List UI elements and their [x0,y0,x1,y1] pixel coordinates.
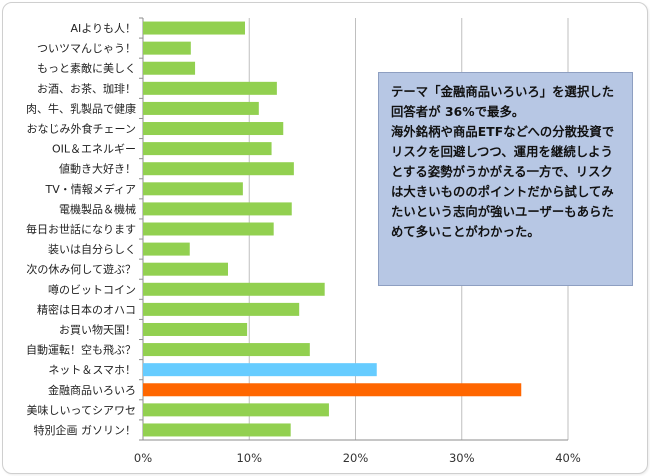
x-tick-label: 40% [555,451,581,465]
x-tick-label: 30% [449,451,475,465]
category-label: 特別企画 ガソリン！ [34,423,137,437]
category-label: ネット＆スマホ！ [48,364,136,377]
bar [143,222,274,236]
annotation-box: テーマ「金融商品いろいろ」を選択した回答者が 36%で最多。 海外銘柄や商品ET… [378,72,633,286]
bar [143,282,325,296]
category-label: 毎日お世話になります [26,222,136,236]
bar [143,363,377,377]
bar [143,81,277,95]
category-label: 値動き大好き！ [59,162,136,176]
category-label: ついツマんじゃう！ [37,42,136,55]
category-label: 自動運転！空も飛ぶ？ [26,343,136,357]
category-label: 肉、牛、乳製品で健康 [26,101,136,115]
x-tick-label: 0% [134,451,152,465]
category-label: 次の休み何して遊ぶ？ [26,262,136,276]
category-label: お買い物天国！ [59,322,136,336]
bar [143,423,291,437]
bar [143,343,310,357]
category-label: AIよりも人！ [70,22,136,35]
bar [143,162,294,176]
x-tick-label: 20% [343,451,369,465]
category-label: 美味しいってシアワセ [27,404,136,417]
x-tick-label: 10% [236,451,262,465]
bar [143,142,272,156]
bar [143,41,191,55]
category-label: おなじみ外食チェーン [27,122,136,136]
bar [143,262,228,276]
bar [143,242,190,256]
category-label: もっと素敵に美しく [37,62,136,75]
category-label: 装いは自分らしく [48,243,136,256]
bar [143,182,243,196]
category-label: OIL＆エネルギー [52,143,136,156]
bar [143,61,196,75]
bar [143,21,245,35]
bar [143,101,259,115]
bar [143,122,284,136]
category-label: TV・情報メディア [45,182,136,196]
category-label: お酒、お茶、珈琲！ [37,81,136,95]
category-label: 噂のビットコイン [48,282,136,296]
category-label: 金融商品いろいろ [48,383,136,397]
category-label: 電機製品＆機械 [59,202,136,216]
bar [143,302,300,316]
category-label: 精密は日本のオハコ [37,302,136,316]
bar [143,403,329,417]
bar [143,202,292,216]
bar [143,383,522,397]
bar [143,322,248,336]
